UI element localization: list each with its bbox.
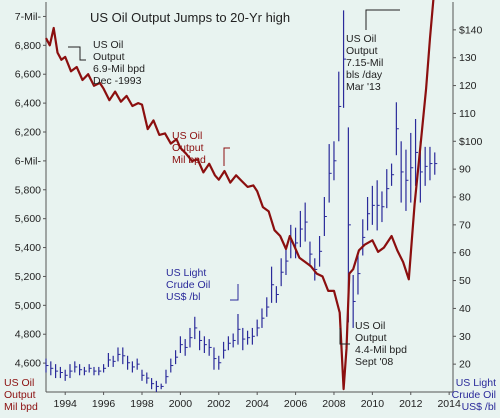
x-tick-label: 1996 [92, 398, 116, 410]
left-tick-label: 7-Mil- [15, 11, 42, 23]
annotation-mar-2013: US Oil [346, 33, 376, 45]
right-tick-label: 80 [459, 192, 471, 204]
left-tick-label: 5,200 [15, 271, 41, 283]
right-tick-label: 30 [459, 331, 471, 343]
right-tick-label: 120 [459, 80, 477, 92]
left-tick-label: 6,200 [15, 127, 41, 139]
right-tick-label: 50 [459, 275, 471, 287]
right-tick-label: 60 [459, 247, 471, 259]
annotation-output-series-label: Mil bpd [172, 154, 206, 166]
x-tick-label: 2002 [207, 398, 231, 410]
right-tick-label: 90 [459, 164, 471, 176]
annotation-mar-2013: 7.15-Mil [346, 57, 383, 69]
right-axis-label-line2: Crude Oil [452, 389, 496, 401]
right-tick-label: $140 [459, 24, 483, 36]
left-tick-label: 6,400 [15, 98, 41, 110]
annotation-dec-1993: US Oil [93, 39, 123, 51]
x-tick-label: 1994 [54, 398, 78, 410]
annotation-crude-series-label: US$ /bl [166, 291, 200, 303]
annotation-mar-2013: Output [346, 45, 378, 57]
annotation-mar-2013: Mar '13 [346, 81, 381, 93]
x-tick-label: 2008 [322, 398, 346, 410]
left-tick-label: 5,000 [15, 300, 41, 312]
annotation-output-series-leader [223, 147, 230, 166]
x-tick-label: 2014 [437, 398, 461, 410]
annotation-dec-1993: 6.9-Mil bpd [93, 63, 145, 75]
annotation-mar-2013: bls /day [346, 69, 383, 81]
left-tick-label: 6,800 [15, 40, 41, 52]
chart-title: US Oil Output Jumps to 20-Yr high [90, 10, 290, 25]
right-axis-label-line1: US Light [456, 377, 496, 389]
axes-group: 4,600 4,800 5,000 5,200 5,400 5,600 5,800 6-Mil… [15, 2, 483, 410]
x-tick-label: 1998 [130, 398, 154, 410]
left-tick-label: 5,600 [15, 213, 41, 225]
x-tick-label: 2006 [284, 398, 308, 410]
left-tick-label: 6-Mil- [15, 155, 42, 167]
right-tick-label: 130 [459, 52, 477, 64]
annotation-sep-2008: 4.4-Mil bpd [355, 344, 407, 356]
right-tick-label: 40 [459, 303, 471, 315]
left-axis-label-line1: US Oil [4, 377, 34, 389]
annotation-sep-2008: Sept '08 [355, 356, 393, 368]
left-axis-label-line3: Mil bpd [4, 401, 38, 413]
annotation-dec-1993-leader [68, 46, 86, 61]
annotation-crude-series-leader [230, 284, 239, 301]
right-tick-label: 110 [459, 108, 476, 120]
x-tick-label: 2012 [399, 398, 423, 410]
x-tick-label: 2010 [361, 398, 385, 410]
annotation-sep-2008: Output [355, 332, 387, 344]
annotation-dec-1993: Output [93, 51, 125, 63]
left-tick-label: 4,600 [15, 358, 41, 370]
annotation-sep-2008: US Oil [355, 320, 385, 332]
annotation-mar-2013-leader [365, 9, 400, 30]
annotation-output-series-label: US Oil [172, 130, 202, 142]
annotation-output-series-label: Output [172, 142, 204, 154]
left-tick-label: 5,400 [15, 242, 41, 254]
left-tick-label: 6,600 [15, 69, 41, 81]
left-tick-label: 5,800 [15, 184, 41, 196]
right-tick-label: 20 [459, 359, 471, 371]
x-tick-label: 2000 [169, 398, 193, 410]
oil-output-line [45, 0, 435, 391]
left-tick-label: 4,800 [15, 329, 41, 341]
annotation-crude-series-label: Crude Oil [166, 279, 210, 291]
right-axis-label-line3: US$ /bl [462, 401, 496, 413]
right-tick-label: 70 [459, 219, 471, 231]
x-tick-label: 2004 [245, 398, 269, 410]
annotation-dec-1993: Dec -1993 [93, 75, 142, 87]
right-tick-label: $100 [459, 136, 483, 148]
left-axis-label-line2: Output [4, 389, 36, 401]
oil-output-line-group [45, 0, 435, 391]
annotation-crude-series-label: US Light [166, 267, 206, 279]
annotation-sep-2008-leader [339, 328, 350, 345]
